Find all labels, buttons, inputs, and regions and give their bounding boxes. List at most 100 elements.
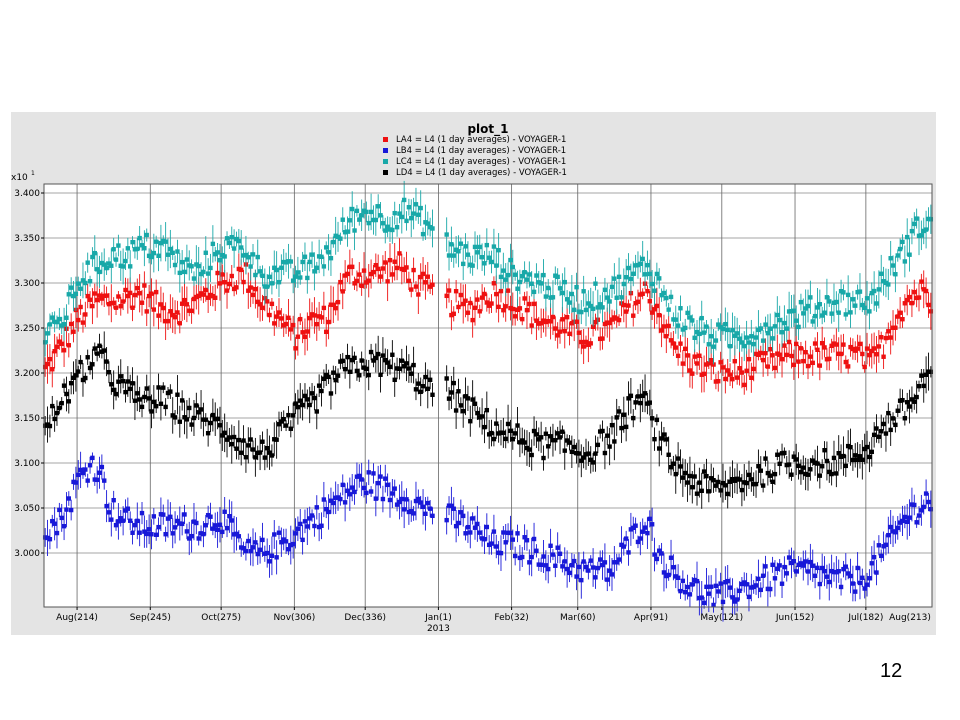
data-point <box>522 269 527 275</box>
data-point <box>340 217 345 222</box>
data-point <box>869 290 874 296</box>
data-point <box>182 512 187 517</box>
data-point <box>725 578 730 584</box>
data-point <box>385 279 390 284</box>
data-point <box>158 512 164 517</box>
data-point <box>290 278 296 283</box>
data-point <box>791 308 797 313</box>
data-point <box>701 600 707 606</box>
data-point <box>640 393 645 399</box>
data-point <box>824 357 830 362</box>
data-point <box>444 517 449 523</box>
data-point <box>914 216 919 221</box>
data-point <box>486 432 492 437</box>
data-point <box>345 271 350 277</box>
data-point <box>210 293 216 299</box>
data-point <box>857 454 863 459</box>
data-point <box>468 419 473 424</box>
data-point <box>838 288 844 294</box>
data-point <box>579 309 584 315</box>
data-point <box>763 322 768 327</box>
data-point <box>597 557 603 562</box>
data-point <box>465 252 471 257</box>
data-point <box>531 301 537 307</box>
data-point <box>479 255 485 260</box>
data-point <box>94 477 100 483</box>
data-point <box>262 551 268 556</box>
data-point <box>867 352 872 358</box>
data-point <box>357 473 362 479</box>
data-point <box>257 302 263 307</box>
data-point <box>293 274 298 279</box>
data-point <box>746 340 752 345</box>
data-point <box>111 387 116 393</box>
data-point <box>458 241 464 246</box>
series-3 <box>42 180 934 365</box>
data-point <box>201 269 206 275</box>
data-point <box>683 589 688 595</box>
data-point <box>102 478 107 483</box>
data-point <box>772 324 778 329</box>
data-point <box>926 302 931 308</box>
data-point <box>612 315 617 320</box>
data-point <box>257 547 263 552</box>
y-tick-label: 3.350 <box>14 234 40 244</box>
data-point <box>697 480 702 485</box>
data-point <box>484 524 490 530</box>
data-point <box>921 287 926 292</box>
data-point <box>529 452 534 458</box>
data-point <box>392 486 397 491</box>
data-point <box>68 321 74 327</box>
data-point <box>366 220 371 226</box>
data-point <box>161 305 166 311</box>
data-point <box>328 391 334 396</box>
data-point <box>659 328 664 333</box>
data-point <box>805 363 811 369</box>
data-point <box>494 544 499 549</box>
data-point <box>151 250 157 256</box>
data-point <box>149 409 154 414</box>
data-point <box>57 507 62 513</box>
data-point <box>784 326 789 331</box>
data-point <box>531 289 537 295</box>
data-point <box>106 510 112 515</box>
legend-label: LB4 = L4 (1 day averages) - VOYAGER-1 <box>396 146 566 156</box>
data-point <box>588 558 593 563</box>
data-point <box>645 401 650 406</box>
data-point <box>338 279 343 285</box>
data-point <box>640 256 645 262</box>
data-point <box>649 416 655 421</box>
data-point <box>758 326 763 331</box>
y-tick-label: 3.100 <box>14 459 40 469</box>
data-point <box>692 577 697 583</box>
data-point <box>144 386 149 391</box>
data-point <box>158 302 164 307</box>
data-point <box>203 417 208 422</box>
data-point <box>560 564 565 569</box>
data-point <box>614 560 619 565</box>
data-point <box>378 372 383 377</box>
data-point <box>742 480 747 485</box>
data-point <box>678 464 683 469</box>
data-point <box>276 422 282 427</box>
data-point <box>90 455 95 461</box>
data-point <box>744 480 749 486</box>
data-point <box>727 479 733 484</box>
data-point <box>720 365 726 370</box>
data-point <box>57 339 62 344</box>
data-point <box>829 568 834 574</box>
data-point <box>104 503 109 509</box>
data-point <box>597 429 603 434</box>
data-point <box>652 307 657 312</box>
x-tick-label: Aug(214) <box>56 613 98 623</box>
data-point <box>812 460 818 465</box>
data-point <box>281 259 286 265</box>
data-point <box>874 352 879 357</box>
data-point <box>723 580 728 585</box>
data-point <box>458 510 464 515</box>
data-point <box>694 491 700 496</box>
data-point <box>364 490 369 496</box>
data-point <box>659 551 664 556</box>
data-point <box>413 284 419 289</box>
data-point <box>496 550 501 555</box>
